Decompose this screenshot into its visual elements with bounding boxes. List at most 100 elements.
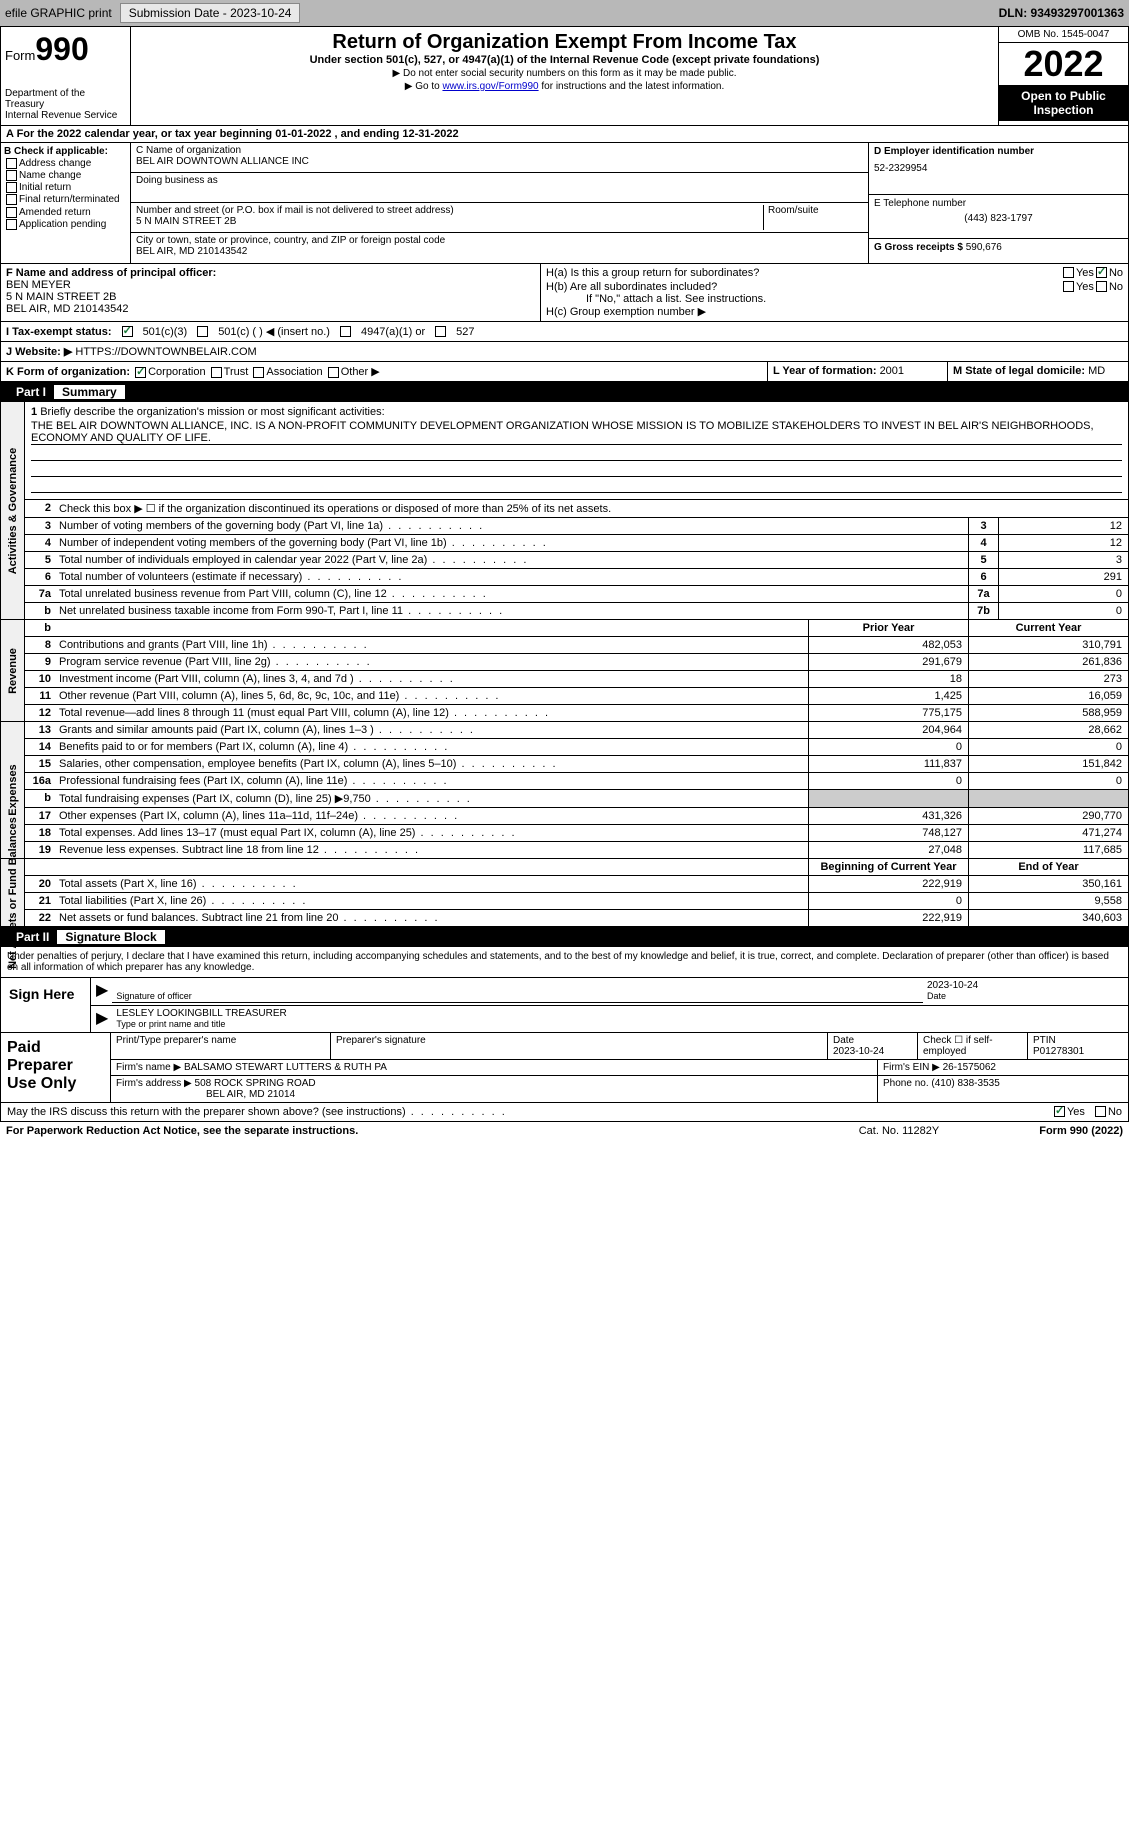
mission-label: Briefly describe the organization's miss…: [40, 406, 384, 418]
org-name-label: C Name of organization: [136, 145, 863, 156]
officer-addr1: 5 N MAIN STREET 2B: [6, 291, 116, 303]
footer: For Paperwork Reduction Act Notice, see …: [0, 1122, 1129, 1140]
sig-name: LESLEY LOOKINGBILL TREASURER: [116, 1008, 286, 1019]
line-4: 4 Number of independent voting members o…: [25, 535, 1128, 552]
form-number: Form990: [5, 31, 126, 68]
form-header: Form990 Department of the Treasury Inter…: [0, 26, 1129, 126]
line-8: 8 Contributions and grants (Part VIII, l…: [25, 637, 1128, 654]
room-suite-label: Room/suite: [763, 205, 863, 230]
mission-text: THE BEL AIR DOWNTOWN ALLIANCE, INC. IS A…: [31, 420, 1122, 445]
hb-note: If "No," attach a list. See instructions…: [586, 293, 1123, 305]
dba-label: Doing business as: [136, 175, 863, 186]
year-formation: 2001: [880, 365, 904, 377]
part2-header: Part II Signature Block: [0, 927, 1129, 947]
line-22: 22 Net assets or fund balances. Subtract…: [25, 910, 1128, 926]
omb-number: OMB No. 1545-0047: [999, 27, 1128, 43]
line-20: 20 Total assets (Part X, line 16) 222,91…: [25, 876, 1128, 893]
calendar-year-row: A For the 2022 calendar year, or tax yea…: [0, 126, 1129, 143]
website-url: HTTPS://DOWNTOWNBELAIR.COM: [75, 346, 256, 358]
form-title: Return of Organization Exempt From Incom…: [135, 31, 994, 54]
begin-year-header: Beginning of Current Year: [808, 859, 968, 875]
addr-label: Number and street (or P.O. box if mail i…: [136, 205, 763, 216]
dept-treasury: Department of the Treasury: [5, 88, 126, 110]
city-label: City or town, state or province, country…: [136, 235, 863, 246]
line-18: 18 Total expenses. Add lines 13–17 (must…: [25, 825, 1128, 842]
line-3: 3 Number of voting members of the govern…: [25, 518, 1128, 535]
website-row: J Website: ▶ HTTPS://DOWNTOWNBELAIR.COM: [0, 342, 1129, 362]
line-16a: 16a Professional fundraising fees (Part …: [25, 773, 1128, 790]
vtab-net: Net Assets or Fund Balances: [1, 859, 25, 926]
form-subtitle: Under section 501(c), 527, or 4947(a)(1)…: [135, 54, 994, 66]
discuss-row: May the IRS discuss this return with the…: [0, 1103, 1129, 1122]
line-12: 12 Total revenue—add lines 8 through 11 …: [25, 705, 1128, 721]
vtab-revenue: Revenue: [1, 620, 25, 721]
paid-preparer-label: Paid Preparer Use Only: [1, 1033, 111, 1102]
efile-label: efile GRAPHIC print: [5, 6, 112, 20]
prior-year-header: Prior Year: [808, 620, 968, 636]
line-5: 5 Total number of individuals employed i…: [25, 552, 1128, 569]
firm-phone: (410) 838-3535: [931, 1078, 999, 1089]
gross-receipts: 590,676: [966, 242, 1002, 253]
sig-date: 2023-10-24: [927, 980, 978, 991]
prep-sig-header: Preparer's signature: [331, 1033, 828, 1059]
prep-name-header: Print/Type preparer's name: [111, 1033, 331, 1059]
org-name: BEL AIR DOWNTOWN ALLIANCE INC: [136, 156, 863, 167]
ptin: P01278301: [1033, 1046, 1084, 1057]
phone-label: E Telephone number: [874, 198, 1123, 209]
corp-check: [135, 367, 146, 378]
line-13: 13 Grants and similar amounts paid (Part…: [25, 722, 1128, 739]
form-of-org: K Form of organization: Corporation Trus…: [1, 362, 768, 381]
501c3-check: [122, 326, 133, 337]
dln: DLN: 93493297001363: [999, 6, 1124, 20]
hb-label: H(b) Are all subordinates included?: [546, 281, 1061, 293]
ein: 52-2329954: [874, 163, 1123, 174]
line-b: b Net unrelated business taxable income …: [25, 603, 1128, 619]
signature-declaration: Under penalties of perjury, I declare th…: [0, 947, 1129, 978]
firm-addr2: BEL AIR, MD 21014: [206, 1089, 295, 1100]
firm-name: BALSAMO STEWART LUTTERS & RUTH PA: [184, 1062, 387, 1073]
city-state-zip: BEL AIR, MD 210143542: [136, 246, 863, 257]
current-year-header: Current Year: [968, 620, 1128, 636]
hc-label: H(c) Group exemption number ▶: [546, 305, 1123, 318]
irs-label: Internal Revenue Service: [5, 110, 126, 121]
irs-link[interactable]: www.irs.gov/Form990: [442, 81, 538, 92]
line-7a: 7a Total unrelated business revenue from…: [25, 586, 1128, 603]
tax-status-row: I Tax-exempt status: 501(c)(3) 501(c) ( …: [0, 322, 1129, 342]
gross-receipts-label: G Gross receipts $: [874, 242, 966, 253]
col-b-checkboxes: B Check if applicable: Address change Na…: [1, 143, 131, 263]
ha-no-check: [1096, 267, 1107, 278]
line2: Check this box ▶ ☐ if the organization d…: [55, 500, 1128, 517]
toolbar: efile GRAPHIC print Submission Date - 20…: [0, 0, 1129, 26]
line-21: 21 Total liabilities (Part X, line 26) 0…: [25, 893, 1128, 910]
tax-year: 2022: [999, 43, 1128, 85]
sign-here-label: Sign Here: [1, 978, 91, 1032]
firm-addr1: 508 ROCK SPRING ROAD: [195, 1078, 316, 1089]
line-17: 17 Other expenses (Part IX, column (A), …: [25, 808, 1128, 825]
line-10: 10 Investment income (Part VIII, column …: [25, 671, 1128, 688]
ssn-note: ▶ Do not enter social security numbers o…: [135, 68, 994, 79]
line-11: 11 Other revenue (Part VIII, column (A),…: [25, 688, 1128, 705]
discuss-yes-check: [1054, 1106, 1065, 1117]
part1-header: Part I Summary: [0, 382, 1129, 402]
line-9: 9 Program service revenue (Part VIII, li…: [25, 654, 1128, 671]
ein-label: D Employer identification number: [874, 146, 1034, 157]
sig-officer-label: Signature of officer: [116, 991, 191, 1001]
line-6: 6 Total number of volunteers (estimate i…: [25, 569, 1128, 586]
line-14: 14 Benefits paid to or for members (Part…: [25, 739, 1128, 756]
submission-date-button[interactable]: Submission Date - 2023-10-24: [120, 3, 301, 23]
phone: (443) 823-1797: [874, 213, 1123, 224]
public-inspection: Open to Public Inspection: [999, 85, 1128, 121]
ha-label: H(a) Is this a group return for subordin…: [546, 267, 1061, 279]
line-b: b Total fundraising expenses (Part IX, c…: [25, 790, 1128, 808]
goto-note: ▶ Go to www.irs.gov/Form990 for instruct…: [135, 81, 994, 92]
prep-self-employed: Check ☐ if self-employed: [918, 1033, 1028, 1059]
line-19: 19 Revenue less expenses. Subtract line …: [25, 842, 1128, 858]
state-domicile: MD: [1088, 365, 1105, 377]
vtab-activities: Activities & Governance: [1, 402, 25, 619]
firm-ein: 26-1575062: [943, 1062, 996, 1073]
end-year-header: End of Year: [968, 859, 1128, 875]
officer-name: BEN MEYER: [6, 279, 71, 291]
street-address: 5 N MAIN STREET 2B: [136, 216, 763, 227]
officer-addr2: BEL AIR, MD 210143542: [6, 303, 129, 315]
line-15: 15 Salaries, other compensation, employe…: [25, 756, 1128, 773]
